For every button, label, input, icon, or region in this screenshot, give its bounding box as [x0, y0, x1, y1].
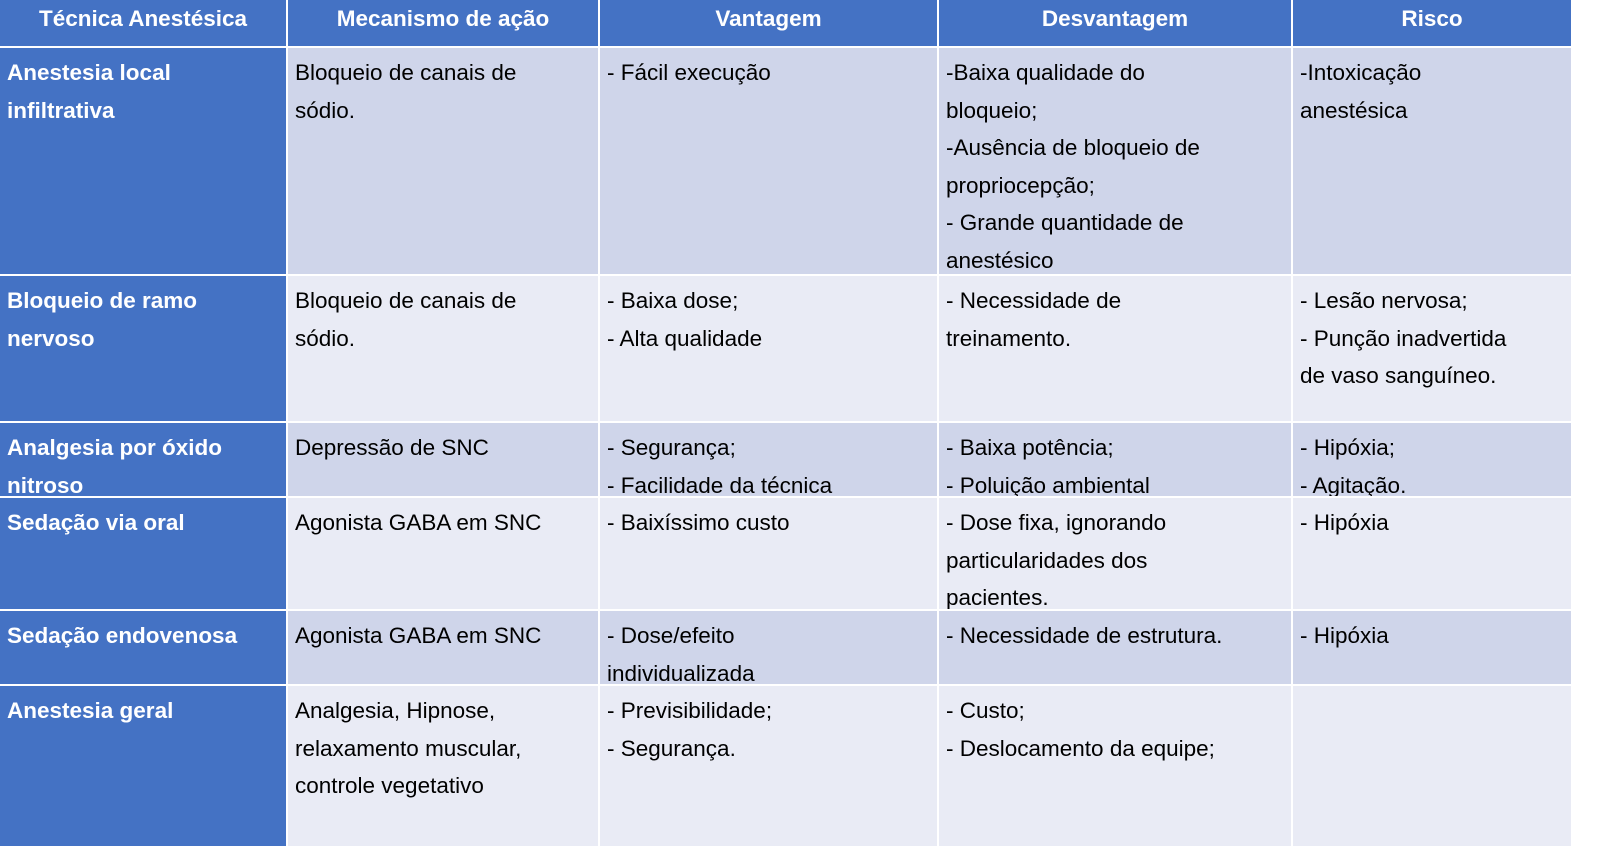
- cell-line: - Agitação.: [1300, 472, 1407, 497]
- cell-mechanism: Agonista GABA em SNC: [288, 611, 598, 684]
- cell-line: Bloqueio de canais de: [295, 60, 517, 85]
- cell-line: treinamento.: [946, 325, 1072, 351]
- cell-advantage: - Baixa dose; - Alta qualidade: [600, 276, 937, 421]
- cell-line: - Dose/efeito: [607, 623, 735, 648]
- cell-line: - Previsibilidade;: [607, 698, 773, 723]
- cell-advantage: - Fácil execução: [600, 48, 937, 274]
- cell-mechanism: Analgesia, Hipnose, relaxamento muscular,…: [288, 686, 598, 846]
- cell-disadvantage: - Necessidade de estrutura.: [939, 611, 1291, 684]
- header-advantage: Vantagem: [600, 0, 937, 46]
- cell-risk: [1293, 686, 1571, 846]
- cell-disadvantage: - Baixa potência; - Poluição ambiental: [939, 423, 1291, 496]
- cell-advantage: - Baixíssimo custo: [600, 498, 937, 609]
- cell-line: Sedação endovenosa: [7, 623, 238, 648]
- cell-line: - Segurança.: [607, 735, 736, 761]
- cell-line: Depressão de SNC: [295, 435, 489, 460]
- cell-line: de vaso sanguíneo.: [1300, 363, 1497, 388]
- cell-line: - Deslocamento da equipe;: [946, 735, 1215, 761]
- cell-line: Agonista GABA em SNC: [295, 510, 542, 535]
- cell-mechanism: Agonista GABA em SNC: [288, 498, 598, 609]
- cell-line: bloqueio;: [946, 97, 1038, 123]
- cell-line: - Grande quantidade de: [946, 210, 1184, 235]
- cell-line: - Hipóxia;: [1300, 435, 1396, 460]
- row-header-technique: Anestesia local infiltrativa: [0, 48, 286, 274]
- cell-mechanism: Depressão de SNC: [288, 423, 598, 496]
- cell-line: Bloqueio de ramo: [7, 288, 198, 313]
- cell-line: individualizada: [607, 660, 755, 685]
- cell-line: anestésico: [946, 247, 1054, 273]
- cell-mechanism: Bloqueio de canais de sódio.: [288, 48, 598, 274]
- cell-risk: - Hipóxia; - Agitação.: [1293, 423, 1571, 496]
- cell-line: - Necessidade de estrutura.: [946, 623, 1223, 648]
- row-header-technique: Sedação via oral: [0, 498, 286, 609]
- cell-line: nitroso: [7, 472, 84, 497]
- cell-line: particularidades dos: [946, 547, 1148, 573]
- cell-line: - Dose fixa, ignorando: [946, 510, 1167, 535]
- cell-line: - Poluição ambiental: [946, 472, 1150, 497]
- cell-line: - Custo;: [946, 698, 1025, 723]
- cell-line: Bloqueio de canais de: [295, 288, 517, 313]
- cell-line: - Fácil execução: [607, 60, 771, 85]
- cell-line: Agonista GABA em SNC: [295, 623, 542, 648]
- cell-disadvantage: - Custo; - Deslocamento da equipe;: [939, 686, 1291, 846]
- cell-line: Sedação via oral: [7, 510, 185, 535]
- cell-line: controle vegetativo: [295, 773, 484, 798]
- cell-disadvantage: - Dose fixa, ignorando particularidades d…: [939, 498, 1291, 609]
- header-technique: Técnica Anestésica: [0, 0, 286, 46]
- cell-line: infiltrativa: [7, 97, 115, 123]
- cell-line: nervoso: [7, 325, 95, 351]
- row-header-technique: Bloqueio de ramo nervoso: [0, 276, 286, 421]
- cell-disadvantage: -Baixa qualidade do bloqueio; -Ausência de…: [939, 48, 1291, 274]
- cell-line: anestésica: [1300, 97, 1408, 123]
- cell-line: -Ausência de bloqueio de: [946, 135, 1200, 160]
- cell-line: propriocepção;: [946, 172, 1095, 198]
- cell-line: pacientes.: [946, 585, 1049, 609]
- cell-line: - Hipóxia: [1300, 623, 1389, 648]
- cell-line: - Baixa potência;: [946, 435, 1114, 460]
- cell-risk: - Lesão nervosa; - Punção inadvertida de v…: [1293, 276, 1571, 421]
- cell-risk: -Intoxicação anestésica: [1293, 48, 1571, 274]
- cell-advantage: - Segurança; - Facilidade da técnica: [600, 423, 937, 496]
- cell-line: - Alta qualidade: [607, 325, 763, 351]
- cell-line: relaxamento muscular,: [295, 735, 522, 761]
- cell-advantage: - Previsibilidade; - Segurança.: [600, 686, 937, 846]
- cell-line: Analgesia, Hipnose,: [295, 698, 496, 723]
- cell-line: - Lesão nervosa;: [1300, 288, 1468, 313]
- cell-line: - Punção inadvertida: [1300, 325, 1507, 351]
- cell-line: -Baixa qualidade do: [946, 60, 1145, 85]
- cell-line: Anestesia geral: [7, 698, 174, 723]
- cell-line: sódio.: [295, 325, 356, 351]
- cell-advantage: - Dose/efeito individualizada: [600, 611, 937, 684]
- cell-line: - Baixa dose;: [607, 288, 739, 313]
- cell-line: Analgesia por óxido: [7, 435, 223, 460]
- header-disadvantage: Desvantagem: [939, 0, 1291, 46]
- cell-line: - Facilidade da técnica: [607, 472, 833, 497]
- header-risk: Risco: [1293, 0, 1571, 46]
- cell-line: -Intoxicação: [1300, 60, 1422, 85]
- cell-line: sódio.: [295, 97, 356, 123]
- cell-risk: - Hipóxia: [1293, 498, 1571, 609]
- cell-line: - Necessidade de: [946, 288, 1122, 313]
- cell-line: Anestesia local: [7, 60, 171, 85]
- cell-mechanism: Bloqueio de canais de sódio.: [288, 276, 598, 421]
- cell-disadvantage: - Necessidade de treinamento.: [939, 276, 1291, 421]
- header-mechanism: Mecanismo de ação: [288, 0, 598, 46]
- cell-line: - Hipóxia: [1300, 510, 1389, 535]
- row-header-technique: Anestesia geral: [0, 686, 286, 846]
- cell-risk: - Hipóxia: [1293, 611, 1571, 684]
- cell-line: - Segurança;: [607, 435, 736, 460]
- cell-line: - Baixíssimo custo: [607, 510, 790, 535]
- row-header-technique: Analgesia por óxido nitroso: [0, 423, 286, 496]
- row-header-technique: Sedação endovenosa: [0, 611, 286, 684]
